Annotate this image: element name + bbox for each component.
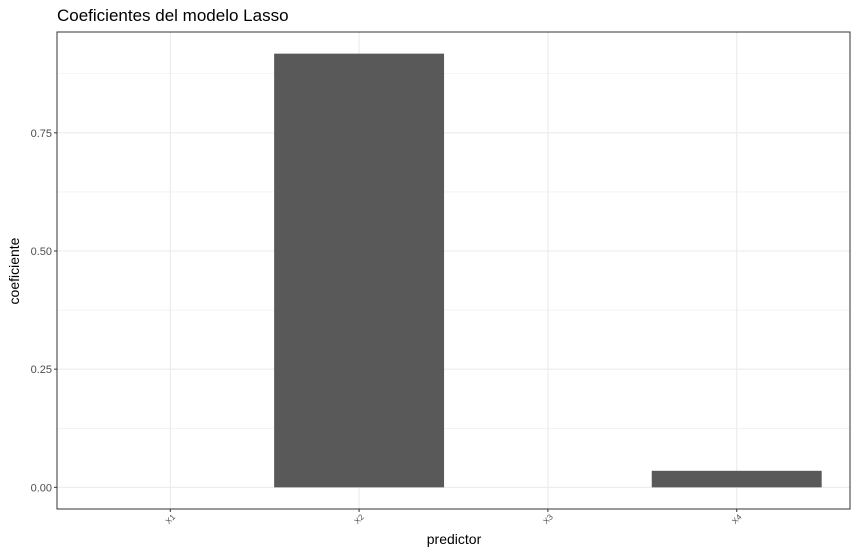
x-axis-title: predictor bbox=[427, 531, 482, 547]
chart-title: Coeficientes del modelo Lasso bbox=[57, 6, 289, 25]
x-tick-label: X4 bbox=[730, 512, 744, 526]
panel-border bbox=[56, 31, 851, 510]
x-tick-label: X3 bbox=[541, 512, 555, 526]
y-tick-label: 0.50 bbox=[31, 246, 52, 258]
bar-x2 bbox=[274, 53, 445, 488]
x-tick-label: X1 bbox=[164, 512, 178, 526]
bar-x4 bbox=[651, 470, 822, 488]
bars bbox=[274, 53, 822, 488]
y-axis: 0.00 0.25 0.50 0.75 bbox=[31, 128, 57, 494]
x-tick-label: X2 bbox=[353, 512, 367, 526]
grid-lines bbox=[57, 32, 850, 509]
y-tick-label: 0.75 bbox=[31, 128, 52, 140]
x-axis: X1 X2 X3 X4 bbox=[164, 509, 744, 526]
y-tick-label: 0.25 bbox=[31, 364, 52, 376]
y-axis-title: coeficiente bbox=[6, 237, 22, 304]
y-tick-label: 0.00 bbox=[31, 482, 52, 494]
